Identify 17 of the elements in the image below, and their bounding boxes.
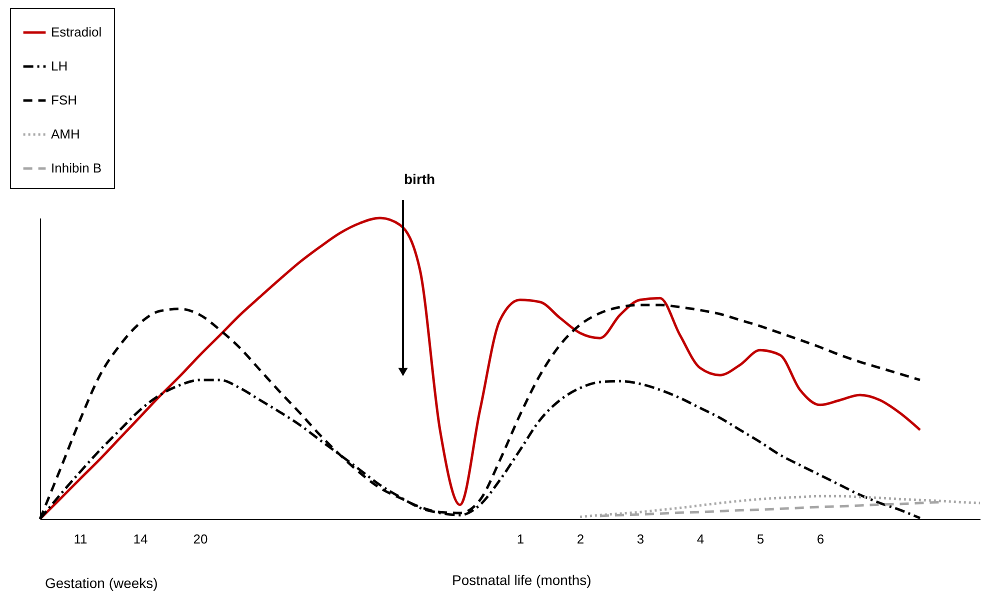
legend-label: Estradiol bbox=[51, 24, 102, 40]
text: Gestation (weeks) bbox=[45, 575, 158, 591]
legend-label: Inhibin B bbox=[51, 160, 102, 176]
x-tick-label: 6 bbox=[816, 532, 824, 546]
x-tick-label: 5 bbox=[756, 532, 764, 546]
x-tick-label: 20 bbox=[193, 532, 208, 546]
x-tick-label: 11 bbox=[74, 532, 88, 546]
x-tick-label: 4 bbox=[696, 532, 704, 546]
x-tick-label: 14 bbox=[133, 532, 148, 546]
x-tick-label: 2 bbox=[576, 532, 584, 546]
x-tick-label: 3 bbox=[636, 532, 644, 546]
text: birth bbox=[404, 171, 436, 187]
legend-label: LH bbox=[51, 58, 68, 74]
x-tick-label: 1 bbox=[516, 532, 524, 546]
legend-label: FSH bbox=[51, 92, 77, 108]
legend-label: AMH bbox=[51, 126, 80, 142]
text: Postnatal life (months) bbox=[452, 572, 592, 588]
